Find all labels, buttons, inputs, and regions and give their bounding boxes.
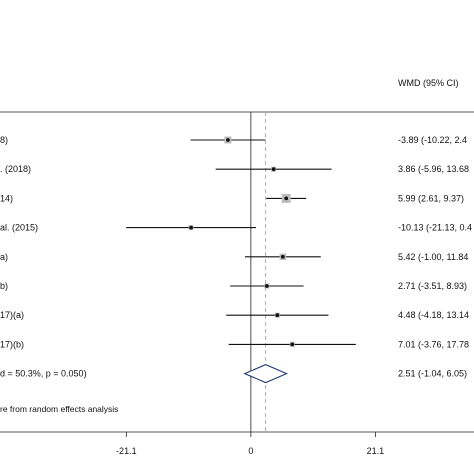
pooled-label: d = 50.3%, p = 0.050) [0, 369, 87, 379]
study-label: 17)(a) [0, 310, 24, 320]
study-row: 17)(b) 7.01 (-3.76, 17.78 [0, 339, 469, 349]
study-label: 8) [0, 135, 8, 145]
ci-text: 4.48 (-4.18, 13.14 [398, 310, 469, 320]
point-estimate-marker [290, 342, 295, 347]
reference-lines [0, 111, 474, 432]
study-row: b) 2.71 (-3.51, 8.93) [0, 281, 467, 291]
point-estimate-marker [264, 284, 269, 288]
point-estimate-marker [271, 167, 276, 172]
study-label: a) [0, 252, 8, 262]
study-label: b) [0, 281, 8, 291]
study-row: 14) 5.99 (2.61, 9.37) [0, 193, 464, 203]
x-tick-label: -21.1 [116, 446, 137, 456]
pooled-ci-text: 2.51 (-1.04, 6.05) [398, 369, 467, 379]
study-label: 17)(b) [0, 339, 24, 349]
x-axis: -21.1 0 21.1 [0, 431, 474, 456]
point-estimate-marker [280, 254, 285, 259]
point-estimate-marker [226, 138, 230, 142]
study-row: al. (2015) -10.13 (-21.13, 0.4 [0, 223, 472, 233]
column-header-wmd: WMD (95% CI) [398, 78, 459, 88]
ci-text: 5.99 (2.61, 9.37) [398, 193, 464, 203]
footnote: re from random effects analysis [0, 404, 118, 414]
ci-text: 5.42 (-1.00, 11.84 [398, 252, 468, 262]
ci-text: -3.89 (-10.22, 2.4 [398, 135, 467, 145]
study-label: 14) [0, 193, 13, 203]
point-estimate-marker [275, 313, 280, 318]
study-row: . (2018) 3.86 (-5.96, 13.68 [0, 164, 469, 174]
pooled-estimate: d = 50.3%, p = 0.050) 2.51 (-1.04, 6.05) [0, 364, 467, 384]
ci-text: 3.86 (-5.96, 13.68 [398, 164, 469, 174]
study-row: 17)(a) 4.48 (-4.18, 13.14 [0, 310, 469, 320]
x-tick-label: 21.1 [367, 446, 385, 456]
ci-text: 2.71 (-3.51, 8.93) [398, 281, 467, 291]
ci-text: 7.01 (-3.76, 17.78 [398, 339, 469, 349]
study-rows: 8) -3.89 (-10.22, 2.4 . (2018) 3.86 (-5.96,… [0, 135, 472, 349]
point-estimate-marker [284, 196, 289, 201]
point-estimate-marker [189, 225, 193, 230]
study-label: al. (2015) [0, 223, 38, 233]
study-row: 8) -3.89 (-10.22, 2.4 [0, 135, 467, 145]
pooled-diamond [243, 364, 288, 384]
ci-text: -10.13 (-21.13, 0.4 [398, 223, 472, 233]
x-tick-label: 0 [248, 446, 253, 456]
study-label: . (2018) [0, 164, 31, 174]
study-row: a) 5.42 (-1.00, 11.84 [0, 252, 468, 262]
